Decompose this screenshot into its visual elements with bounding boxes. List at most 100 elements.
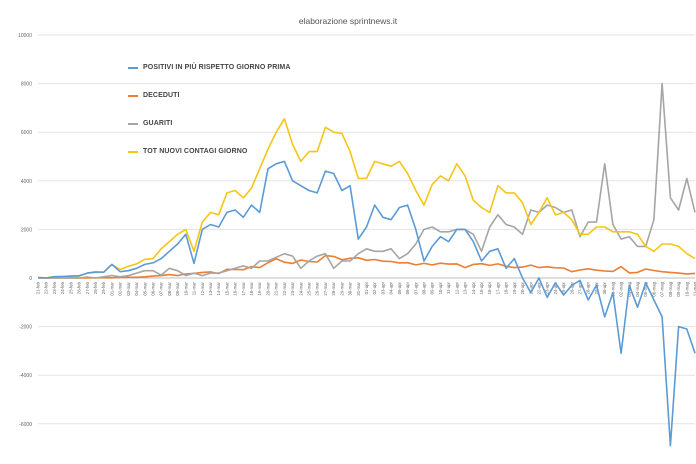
x-tick-label: 17-apr [495,281,500,294]
x-tick-label: 27-feb [85,281,90,294]
legend-label-guariti: GUARITI [143,120,173,127]
x-tick-label: 19-mar [257,281,262,295]
legend-item-deceduti: DECEDUTI [128,92,180,99]
series-line-guariti [38,82,696,279]
x-tick-label: 03-mar [126,281,131,295]
x-tick-label: 02-mag [619,281,624,296]
y-tick-label: 2000 [21,227,32,233]
y-tick-label: -6000 [19,422,32,428]
y-tick-label: 4000 [21,179,32,185]
series-lines [37,82,696,447]
x-tick-label: 27-apr [578,281,583,294]
y-tick-label: -4000 [19,373,32,379]
x-tick-label: 09-mag [676,281,681,296]
x-tick-label: 17-mar [241,281,246,295]
x-tick-label: 23-mar [290,281,295,295]
x-tick-label: 28-mar [331,281,336,295]
legend-swatch-deceduti [128,94,138,97]
x-tick-label: 10-mar [183,281,188,295]
x-tick-label: 23-feb [52,281,57,294]
x-tick-label: 21-feb [36,281,41,294]
x-tick-label: 04-mar [134,281,139,295]
x-tick-label: 22-feb [44,281,49,294]
x-tick-label: 22-mar [282,281,287,295]
x-tick-label: 16-apr [487,281,492,294]
x-tick-label: 05-apr [397,281,402,294]
x-tick-label: 27-mar [323,281,328,295]
x-tick-label: 26-apr [569,281,574,294]
x-tick-label: 09-apr [430,281,435,294]
x-tick-label: 06-mar [150,281,155,295]
x-tick-label: 25-apr [561,281,566,294]
x-tick-label: 02-mar [118,281,123,295]
y-tick-label: -2000 [19,325,32,331]
series-line-positivi [37,160,696,447]
x-tick-label: 26-mar [315,281,320,295]
x-tick-label: 14-mar [216,281,221,295]
x-tick-label: 01-mar [109,281,114,295]
gridlines [38,34,695,425]
series-line-deceduti [38,254,696,279]
x-tick-label: 11-mag [693,281,696,296]
x-tick-label: 25-feb [68,281,73,294]
x-tick-label: 21-apr [528,281,533,294]
x-tick-label: 30-apr [602,281,607,294]
legend-label-tot-contagi: TOT NUOVI CONTAGI GIORNO [143,148,248,155]
y-tick-label: 10000 [18,33,32,39]
x-tick-label: 08-mar [167,281,172,295]
x-tick-label: 24-feb [60,281,65,294]
x-tick-label: 25-mar [307,281,312,295]
x-tick-label: 05-mar [142,281,147,295]
x-tick-label: 29-feb [101,281,106,294]
x-tick-label: 14-apr [471,281,476,294]
x-tick-label: 22-apr [536,281,541,294]
x-tick-label: 07-apr [413,281,418,294]
x-tick-label: 01-apr [364,281,369,294]
x-tick-label: 02-apr [372,281,377,294]
x-tick-label: 23-apr [545,281,550,294]
chart-title: elaborazione sprintnews.it [298,16,398,26]
y-tick-label: 8000 [21,82,32,88]
x-tick-label: 24-mar [298,281,303,295]
x-tick-label: 21-mar [274,281,279,295]
legend-label-deceduti: DECEDUTI [143,92,180,99]
x-tick-label: 04-apr [389,281,394,294]
legend-swatch-guariti [128,122,138,125]
x-tick-label: 20-mar [265,281,270,295]
x-tick-label: 29-mar [339,281,344,295]
x-tick-label: 20-apr [520,281,525,294]
legend-label-positivi: POSITIVI IN PIÙ RISPETTO GIORNO PRIMA [143,64,291,71]
x-tick-label: 13-apr [463,281,468,294]
x-tick-label: 01-mag [610,281,615,296]
x-tick-label: 30-mar [348,281,353,295]
x-tick-label: 07-mag [660,281,665,296]
x-tick-label: 13-mar [208,281,213,295]
x-tick-label: 07-mar [159,281,164,295]
x-tick-label: 10-mag [684,281,689,296]
x-tick-label: 15-apr [479,281,484,294]
x-tick-label: 10-apr [438,281,443,294]
x-tick-label: 05-mag [643,281,648,296]
x-tick-label: 12-mar [200,281,205,295]
x-tick-label: 28-apr [586,281,591,294]
x-tick-label: 06-mag [651,281,656,296]
legend-swatch-tot-contagi [128,150,138,153]
x-tick-label: 04-mag [635,281,640,296]
x-tick-label: 24-apr [553,281,558,294]
x-tick-label: 08-apr [421,281,426,294]
x-tick-label: 06-apr [405,281,410,294]
legend-item-tot-contagi: TOT NUOVI CONTAGI GIORNO [128,148,247,155]
x-tick-label: 16-mar [233,281,238,295]
x-tick-label: 15-mar [224,281,229,295]
legend-item-positivi: POSITIVI IN PIÙ RISPETTO GIORNO PRIMA [128,64,290,71]
x-tick-label: 18-mar [249,281,254,295]
x-tick-label: 12-apr [454,281,459,294]
x-tick-label: 26-feb [77,281,82,294]
series-line-tot-contagi [37,118,696,279]
x-tick-label: 31-mar [356,281,361,295]
x-tick-label: 11-apr [446,281,451,294]
y-tick-label: 6000 [21,130,32,136]
x-tick-label: 09-mar [175,281,180,295]
legend-item-guariti: GUARITI [128,120,172,127]
